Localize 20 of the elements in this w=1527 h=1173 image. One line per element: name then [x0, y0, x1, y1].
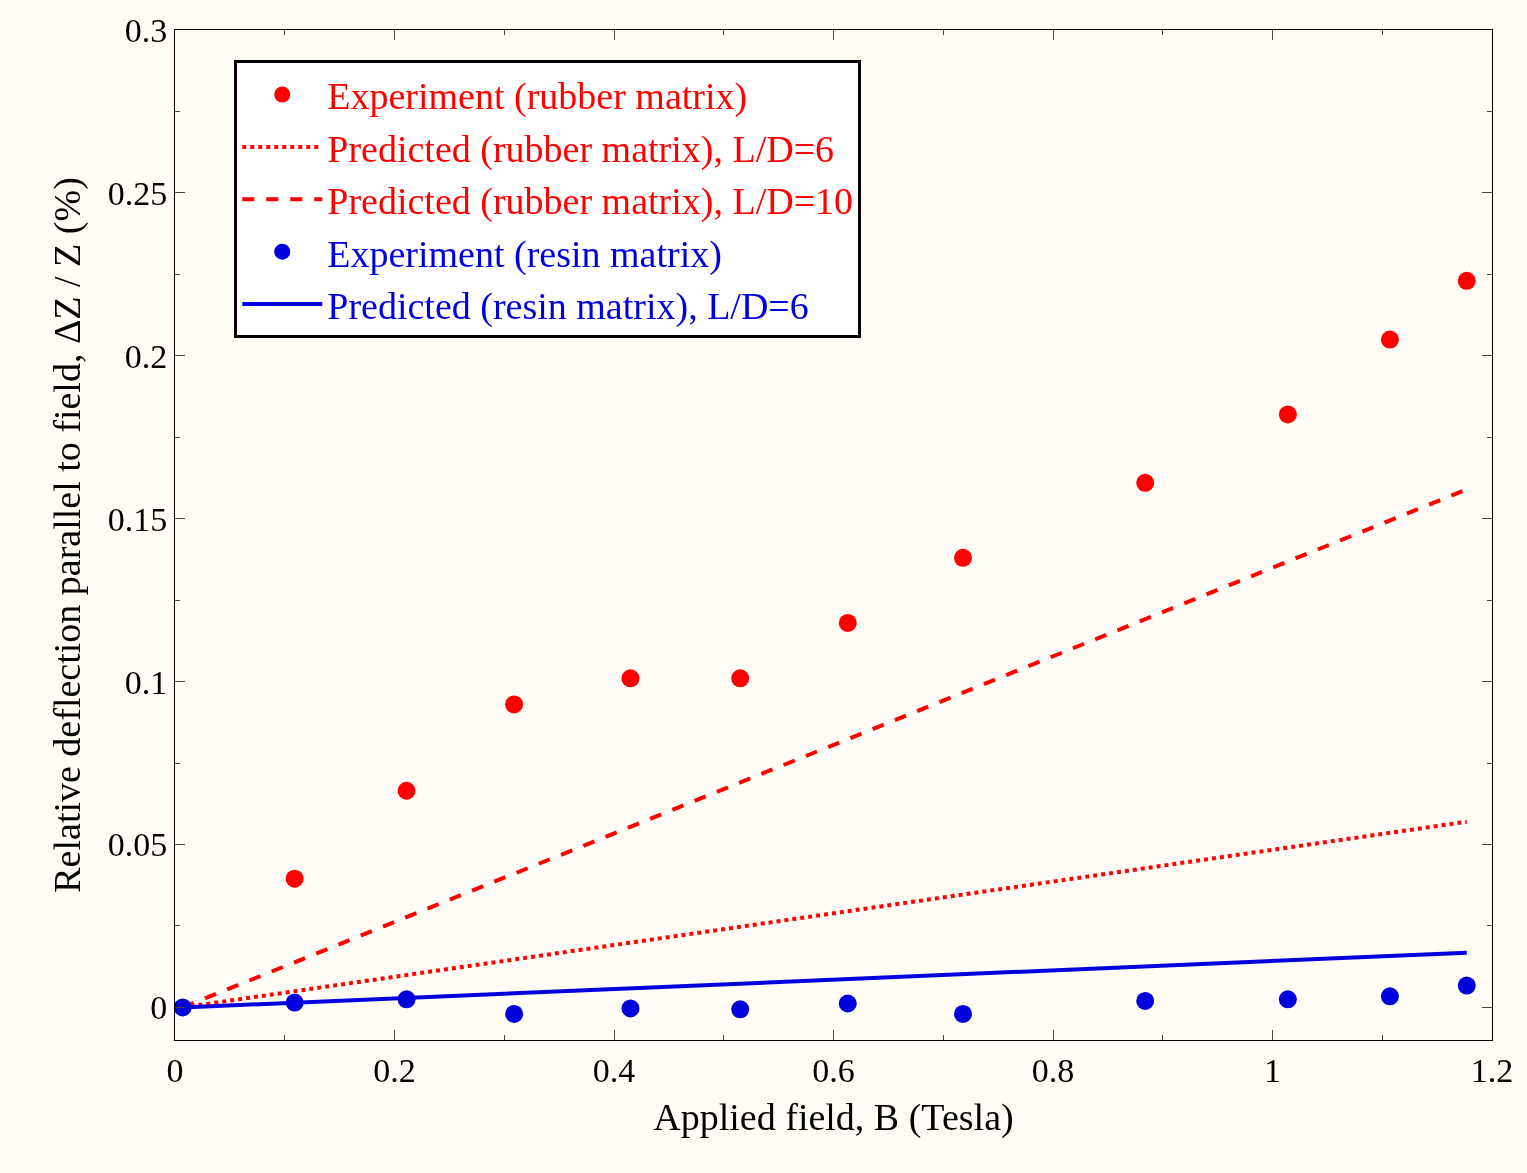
legend-label: Experiment (rubber matrix) [327, 75, 748, 119]
y-tick-label: 0.3 [124, 11, 168, 49]
x-tick-label: 1.2 [1470, 1051, 1514, 1089]
x-axis-title: Applied field, B (Tesla) [653, 1095, 1014, 1139]
legend-label: Predicted (rubber matrix), L/D=6 [327, 127, 835, 171]
y-tick-label: 0.15 [107, 500, 168, 538]
y-tick-label: 0.05 [107, 826, 168, 864]
y-axis-title: Relative deflection parallel to field, ΔZ / Z (%) [45, 177, 89, 893]
legend-label: Predicted (resin matrix), L/D=6 [327, 284, 809, 328]
y-tick-label: 0 [150, 989, 168, 1027]
x-tick-label: 1 [1264, 1051, 1281, 1089]
x-tick-label: 0.2 [373, 1051, 416, 1089]
y-tick-label: 0.25 [107, 174, 168, 212]
x-tick-label: 0.4 [592, 1051, 636, 1089]
y-tick-label: 0.2 [124, 337, 168, 375]
y-tick-label: 0.1 [124, 663, 168, 701]
x-tick-label: 0.6 [812, 1051, 855, 1089]
legend-label: Experiment (resin matrix) [327, 232, 722, 276]
legend-label: Predicted (rubber matrix), L/D=10 [327, 180, 854, 224]
x-tick-label: 0.8 [1031, 1051, 1075, 1089]
